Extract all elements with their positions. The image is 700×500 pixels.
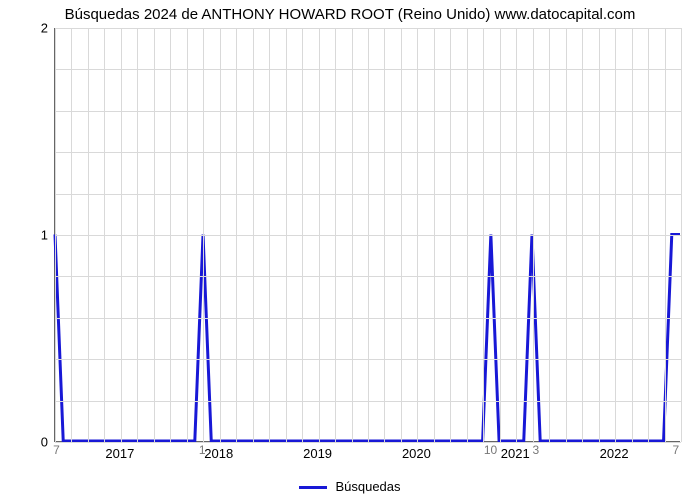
legend-swatch xyxy=(299,486,327,489)
gridline-horizontal xyxy=(55,194,681,195)
x-tick-label: 2022 xyxy=(600,446,629,461)
x-tick-minor-label: 1 xyxy=(199,443,206,457)
gridline-horizontal xyxy=(55,442,681,443)
gridline-horizontal xyxy=(55,152,681,153)
x-tick-minor-label: 7 xyxy=(673,443,680,457)
x-tick-label: 2020 xyxy=(402,446,431,461)
gridline-vertical xyxy=(681,28,682,442)
x-tick-label: 2017 xyxy=(105,446,134,461)
x-tick-label: 2018 xyxy=(204,446,233,461)
y-tick-label: 0 xyxy=(41,435,48,450)
x-tick-minor-label: 10 xyxy=(484,443,497,457)
plot-area xyxy=(54,28,680,442)
x-tick-label: 2021 xyxy=(501,446,530,461)
legend-label: Búsquedas xyxy=(335,479,400,494)
gridline-horizontal xyxy=(55,235,681,236)
x-tick-label: 2019 xyxy=(303,446,332,461)
legend: Búsquedas xyxy=(0,479,700,494)
gridline-horizontal xyxy=(55,69,681,70)
gridline-horizontal xyxy=(55,359,681,360)
x-tick-minor-label: 7 xyxy=(53,443,60,457)
gridline-horizontal xyxy=(55,401,681,402)
gridline-horizontal xyxy=(55,276,681,277)
y-tick-label: 2 xyxy=(41,21,48,36)
gridline-horizontal xyxy=(55,28,681,29)
gridline-horizontal xyxy=(55,111,681,112)
gridline-horizontal xyxy=(55,318,681,319)
x-tick-minor-label: 3 xyxy=(533,443,540,457)
chart-title: Búsquedas 2024 de ANTHONY HOWARD ROOT (R… xyxy=(0,6,700,23)
y-tick-label: 1 xyxy=(41,228,48,243)
